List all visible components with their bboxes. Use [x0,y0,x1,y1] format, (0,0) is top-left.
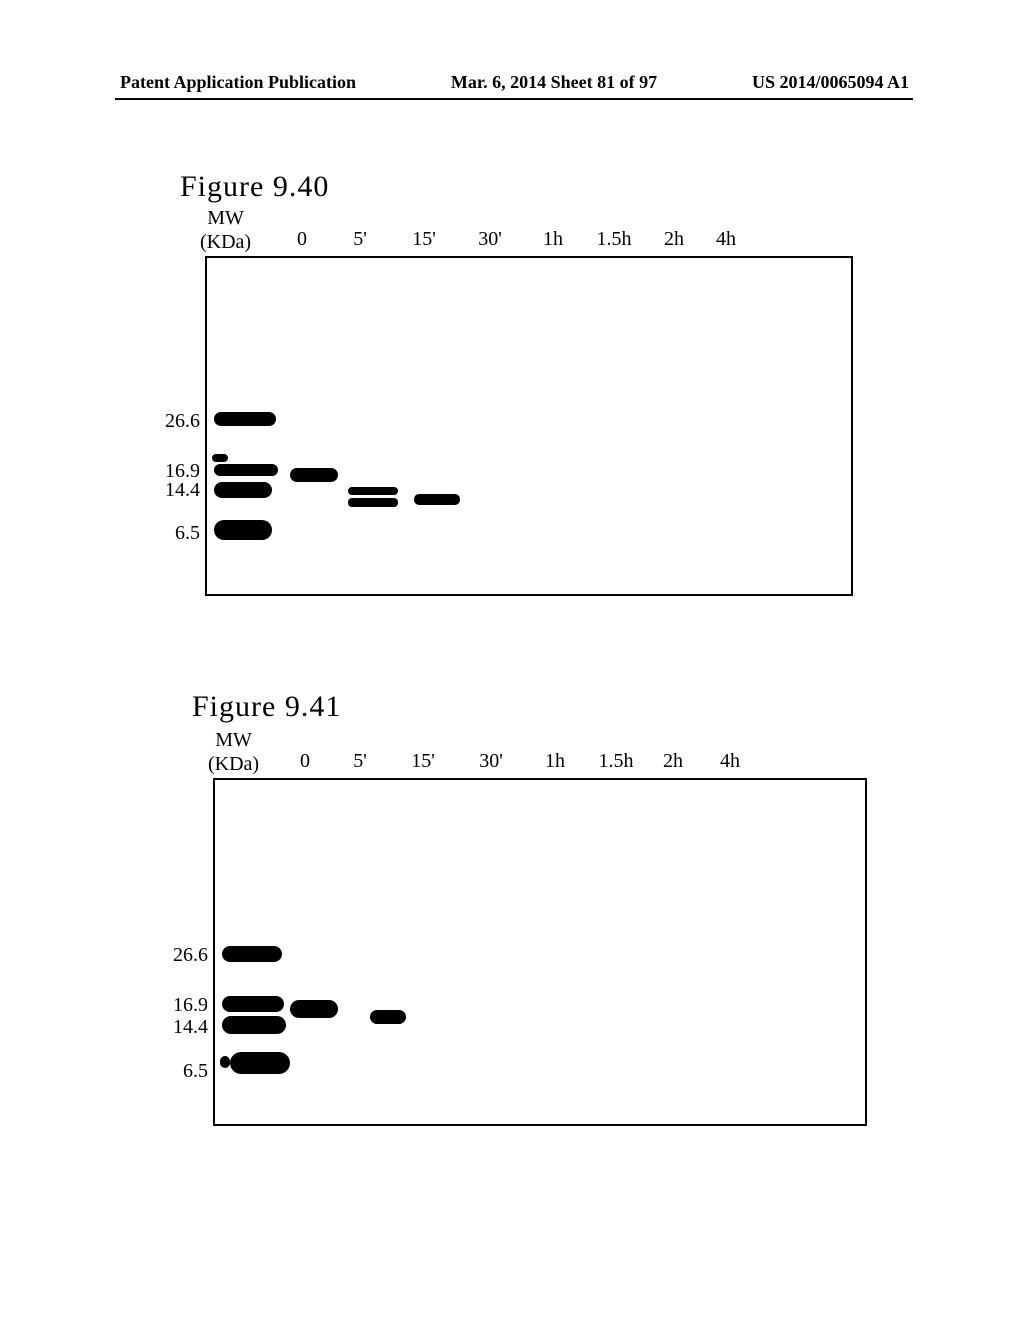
lane-label: 1h [524,228,582,251]
gel-band [348,487,398,495]
mw-tick: 26.6 [165,410,200,433]
lane-label: 4h [702,228,750,251]
lane-labels: 05'15'30'1h1.5h2h4h [276,228,750,251]
mw-tick: 6.5 [183,1060,208,1083]
lane-label: 1.5h [582,228,646,251]
gel-band [290,468,338,482]
lane-label: 0 [276,228,328,251]
gel-band [212,454,228,462]
gel-box [205,256,853,596]
gel-band [230,1052,290,1074]
gel-band [214,520,272,540]
lane-label: 2h [648,750,698,773]
gel-band [370,1010,406,1024]
lane-label: 1h [526,750,584,773]
mw-tick: 14.4 [165,479,200,502]
gel-band [222,1016,286,1034]
figure-title: Figure 9.40 [180,170,329,204]
mw-header: MW(KDa) [208,728,259,776]
gel-band [290,1000,338,1018]
header-center: Mar. 6, 2014 Sheet 81 of 97 [451,72,657,93]
mw-tick: 14.4 [173,1016,208,1039]
gel-band [220,1056,230,1068]
header-rule [115,98,913,100]
gel-band [222,996,284,1012]
lane-label: 1.5h [584,750,648,773]
mw-tick: 6.5 [175,522,200,545]
lane-label: 4h [698,750,762,773]
gel-band [222,946,282,962]
figure-title: Figure 9.41 [192,690,341,724]
lane-label: 30' [456,750,526,773]
lane-label: 15' [390,750,456,773]
mw-tick: 16.9 [173,994,208,1017]
gel-box [213,778,867,1126]
gel-band [414,494,460,505]
lane-label: 0 [280,750,330,773]
gel-band [214,412,276,426]
gel-band [348,498,398,507]
gel-band [214,464,278,476]
header-left: Patent Application Publication [120,72,356,93]
gel-band [214,482,272,498]
lane-label: 2h [646,228,702,251]
header-right: US 2014/0065094 A1 [752,72,909,93]
lane-label: 5' [328,228,392,251]
mw-header: MW(KDa) [200,206,251,254]
mw-tick: 26.6 [173,944,208,967]
page-header: Patent Application Publication Mar. 6, 2… [0,72,1024,93]
lane-label: 5' [330,750,390,773]
lane-label: 30' [456,228,524,251]
lane-labels: 05'15'30'1h1.5h2h4h [280,750,762,773]
lane-label: 15' [392,228,456,251]
